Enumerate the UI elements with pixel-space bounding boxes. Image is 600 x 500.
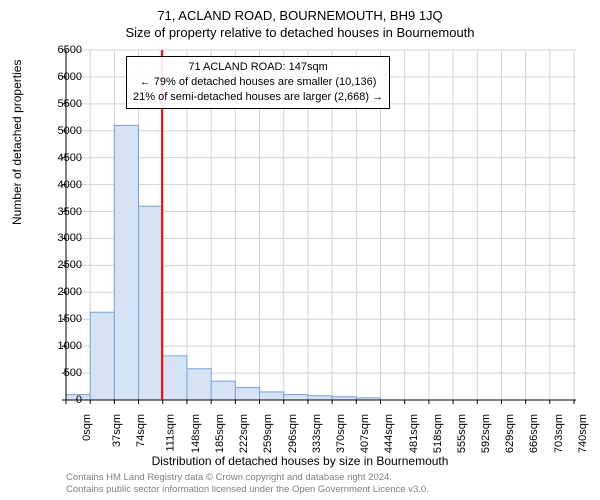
y-tick-label: 6000 xyxy=(42,71,82,83)
x-tick-label: 518sqm xyxy=(432,414,444,453)
title-sub: Size of property relative to detached ho… xyxy=(0,23,600,44)
x-tick-label: 185sqm xyxy=(214,414,226,453)
x-tick-label: 481sqm xyxy=(408,414,420,453)
y-tick-label: 4000 xyxy=(42,179,82,191)
y-axis-label: Number of detached properties xyxy=(10,60,24,225)
annotation-line1: 71 ACLAND ROAD: 147sqm xyxy=(133,60,383,75)
footer-line1: Contains HM Land Registry data © Crown c… xyxy=(66,472,429,484)
x-tick-label: 111sqm xyxy=(164,414,176,452)
x-tick-label: 740sqm xyxy=(577,414,589,453)
x-tick-label: 407sqm xyxy=(359,414,371,453)
y-tick-label: 0 xyxy=(42,394,82,406)
annotation-box: 71 ACLAND ROAD: 147sqm ← 79% of detached… xyxy=(126,56,390,109)
x-tick-label: 74sqm xyxy=(135,414,147,447)
x-tick-label: 0sqm xyxy=(81,414,93,441)
y-tick-label: 1000 xyxy=(42,340,82,352)
x-tick-label: 666sqm xyxy=(529,414,541,453)
y-tick-label: 5000 xyxy=(42,125,82,137)
annotation-line3: 21% of semi-detached houses are larger (… xyxy=(133,90,383,105)
x-tick-label: 148sqm xyxy=(190,414,202,453)
chart-area: 71 ACLAND ROAD: 147sqm ← 79% of detached… xyxy=(66,50,576,400)
y-tick-label: 6500 xyxy=(42,44,82,56)
chart-container: 71, ACLAND ROAD, BOURNEMOUTH, BH9 1JQ Si… xyxy=(0,0,600,500)
x-tick-label: 296sqm xyxy=(287,414,299,453)
footer: Contains HM Land Registry data © Crown c… xyxy=(66,472,429,496)
y-tick-label: 1500 xyxy=(42,313,82,325)
x-tick-label: 222sqm xyxy=(238,414,250,453)
annotation-line2: ← 79% of detached houses are smaller (10… xyxy=(133,75,383,90)
x-tick-label: 259sqm xyxy=(262,414,274,453)
y-tick-label: 2500 xyxy=(42,259,82,271)
y-tick-label: 2000 xyxy=(42,286,82,298)
x-tick-label: 37sqm xyxy=(111,414,123,447)
x-tick-label: 444sqm xyxy=(383,414,395,453)
footer-line2: Contains public sector information licen… xyxy=(66,484,429,496)
x-axis-label: Distribution of detached houses by size … xyxy=(0,454,600,468)
title-main: 71, ACLAND ROAD, BOURNEMOUTH, BH9 1JQ xyxy=(0,0,600,23)
x-tick-label: 333sqm xyxy=(311,414,323,453)
y-tick-label: 3500 xyxy=(42,206,82,218)
y-tick-label: 5500 xyxy=(42,98,82,110)
x-tick-label: 370sqm xyxy=(335,414,347,453)
y-tick-label: 3000 xyxy=(42,232,82,244)
x-tick-label: 555sqm xyxy=(456,414,468,453)
y-tick-label: 500 xyxy=(42,367,82,379)
x-tick-label: 629sqm xyxy=(504,414,516,453)
x-tick-label: 703sqm xyxy=(553,414,565,453)
y-tick-label: 4500 xyxy=(42,152,82,164)
x-tick-label: 592sqm xyxy=(480,414,492,453)
